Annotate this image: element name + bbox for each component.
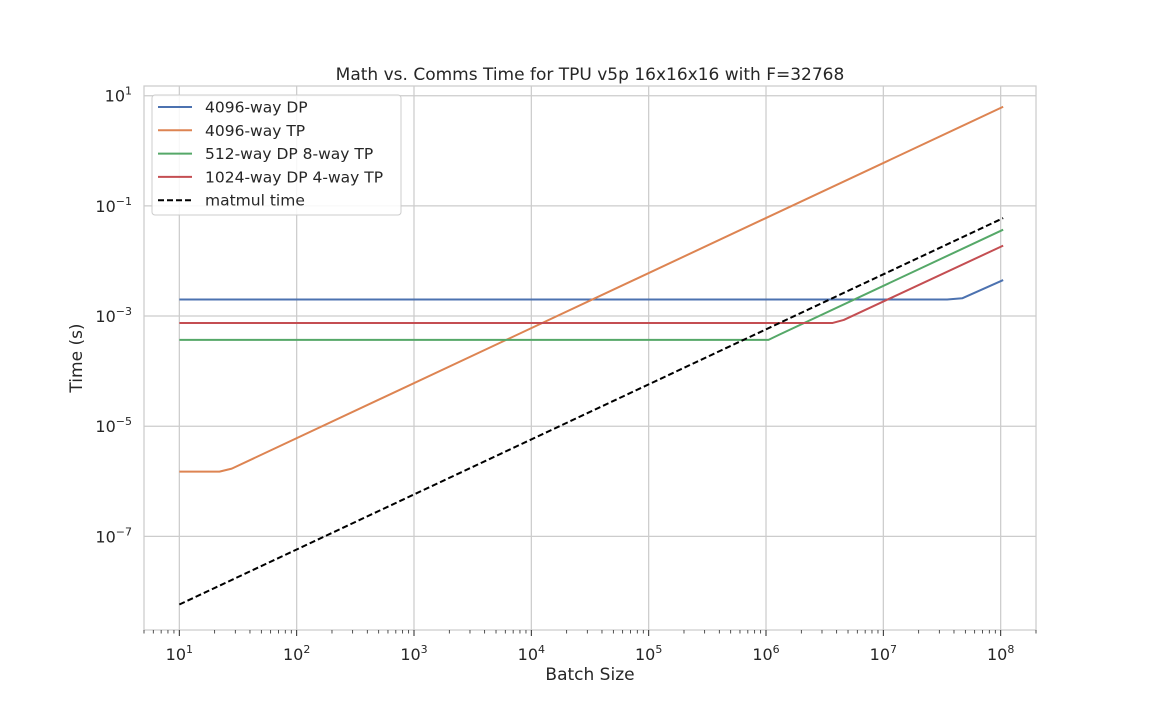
tick-marks <box>143 630 1037 636</box>
series-line-1 <box>179 279 1004 301</box>
y-tick-label: 10−1 <box>95 195 132 216</box>
x-tick-label: 105 <box>635 643 662 664</box>
plot-frame <box>143 85 1037 631</box>
legend-label: 1024-way DP 4-way TP <box>205 168 383 186</box>
x-tick-label: 108 <box>987 643 1014 664</box>
y-tick-label: 101 <box>105 85 132 106</box>
legend-label: 512-way DP 8-way TP <box>205 145 373 163</box>
y-tick-label: 10−3 <box>95 305 132 326</box>
x-tick-label: 104 <box>518 643 545 664</box>
series-line-3 <box>179 228 1004 341</box>
y-tick-label: 10−5 <box>95 415 132 436</box>
legend-label: 4096-way TP <box>205 122 305 140</box>
legend-label: 4096-way DP <box>205 99 308 117</box>
series-line-4 <box>179 244 1004 324</box>
legend: 4096-way DP 4096-way TP 512-way DP 8-way T… <box>151 94 402 216</box>
legend-label: matmul time <box>205 192 305 210</box>
y-axis-label: Time (s) <box>67 323 87 393</box>
x-tick-label: 101 <box>166 643 193 664</box>
chart-title: Math vs. Comms Time for TPU v5p 16x16x16… <box>336 65 845 85</box>
x-tick-label: 106 <box>752 643 779 664</box>
series-line-5 <box>178 217 1004 606</box>
series-lines <box>178 105 1004 606</box>
x-axis-label: Batch Size <box>545 665 634 685</box>
legend-box <box>151 94 402 216</box>
x-tick-label: 102 <box>283 643 310 664</box>
series-line-2 <box>179 105 1004 473</box>
x-tick-label: 103 <box>400 643 427 664</box>
x-tick-label: 107 <box>870 643 897 664</box>
y-tick-label: 10−7 <box>95 525 132 546</box>
tick-labels: 101 102 103 104 105 106 107 108 101 10−1 10−3 10−5 1… <box>95 85 1014 664</box>
grid <box>144 86 1036 630</box>
